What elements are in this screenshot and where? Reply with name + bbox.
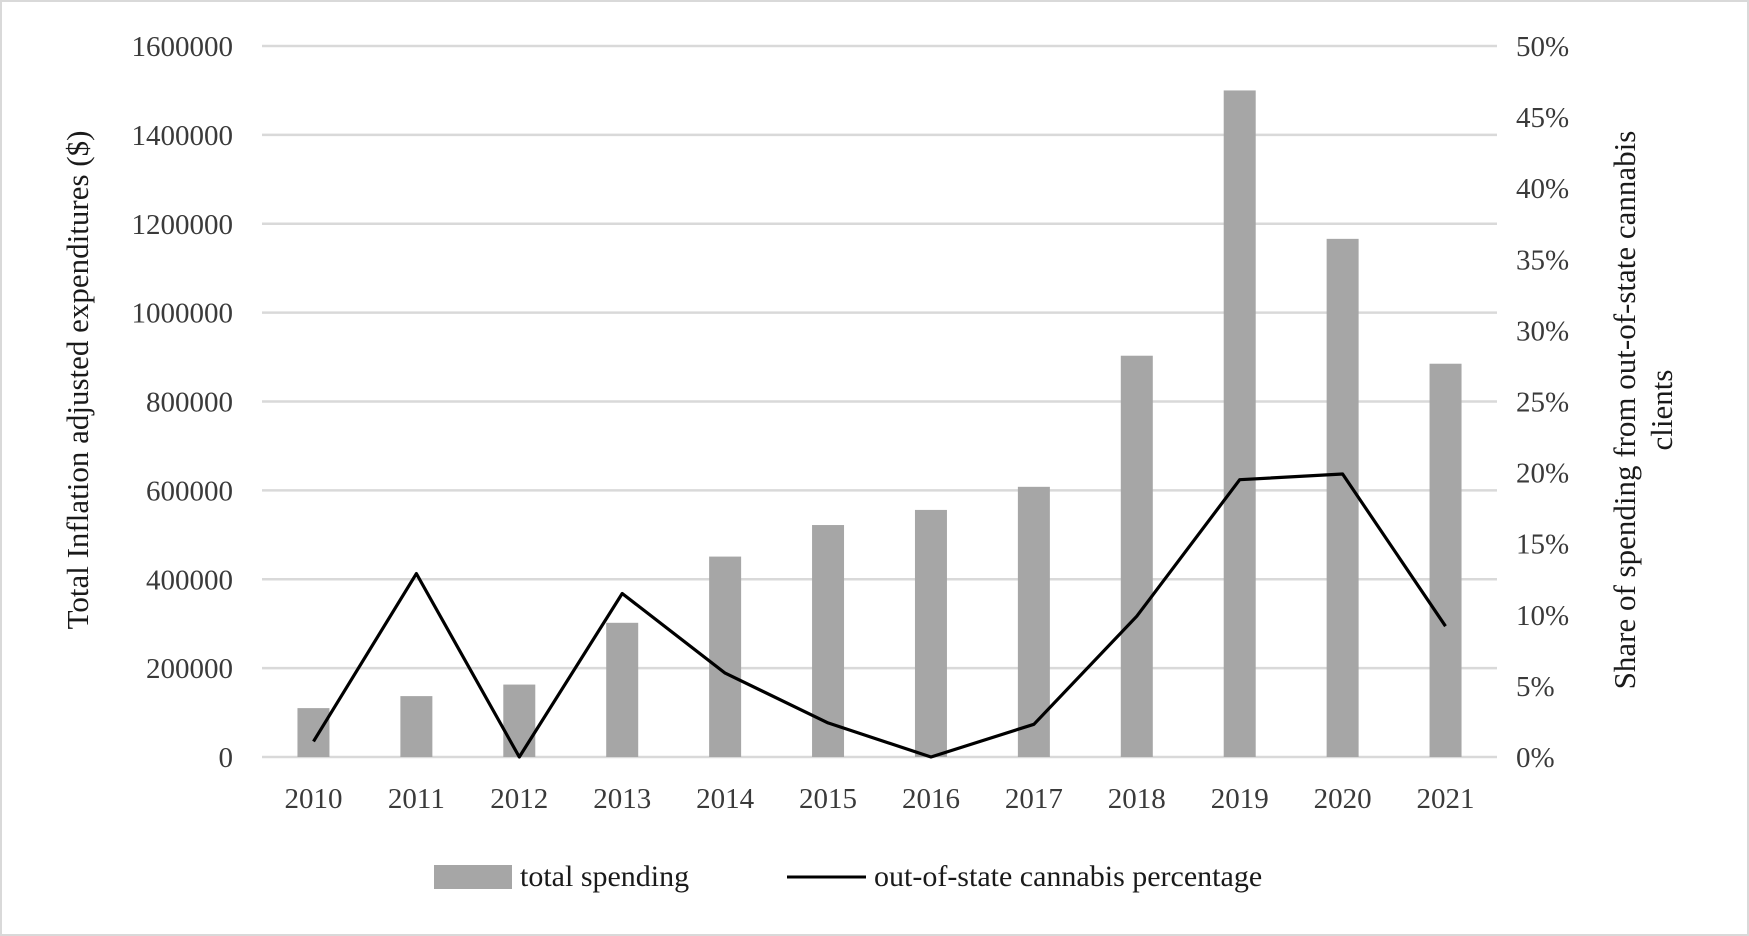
- left-tick-label: 200000: [146, 653, 233, 685]
- right-tick-label: 10%: [1516, 600, 1569, 632]
- right-tick-label: 20%: [1516, 458, 1569, 490]
- left-tick-label: 400000: [146, 564, 233, 596]
- left-tick-label: 1600000: [132, 31, 234, 63]
- line-series: [312, 472, 1447, 759]
- x-tick-label: 2021: [1417, 783, 1475, 815]
- left-tick-label: 600000: [146, 475, 233, 507]
- x-tick-label: 2010: [284, 783, 342, 815]
- left-tick-label: 800000: [146, 387, 233, 419]
- right-tick-label: 30%: [1516, 315, 1569, 347]
- right-axis-title-line2: clients: [1644, 370, 1679, 451]
- bar-2019: [1223, 90, 1256, 757]
- right-axis-ticks: 0% 5% 10% 15% 20% 25% 30% 35% 40% 45% 50%: [1516, 31, 1569, 774]
- right-tick-label: 45%: [1516, 102, 1569, 134]
- bar-2010: [297, 708, 330, 757]
- bar-2020: [1326, 238, 1359, 757]
- right-tick-label: 15%: [1516, 529, 1569, 561]
- x-tick-label: 2020: [1314, 783, 1372, 815]
- left-axis-title: Total Inflation adjusted expenditures ($…: [60, 131, 95, 630]
- right-tick-label: 35%: [1516, 244, 1569, 276]
- left-tick-label: 1200000: [132, 209, 234, 241]
- left-tick-label: 0: [219, 742, 234, 774]
- bar-2012: [503, 684, 536, 757]
- right-tick-label: 25%: [1516, 387, 1569, 419]
- x-tick-label: 2019: [1211, 783, 1269, 815]
- bar-series: [297, 90, 1462, 757]
- x-tick-label: 2013: [593, 783, 651, 815]
- line-path: [312, 472, 1447, 759]
- left-tick-label: 1000000: [132, 298, 234, 330]
- right-tick-label: 0%: [1516, 742, 1555, 774]
- left-axis-ticks: 0 200000 400000 600000 800000 1000000 1200000 1…: [132, 31, 234, 774]
- bar-2017: [1017, 486, 1050, 757]
- bar-2021: [1429, 363, 1462, 757]
- right-tick-label: 40%: [1516, 173, 1569, 205]
- x-tick-label: 2014: [696, 783, 755, 815]
- legend-bar-label: total spending: [520, 860, 689, 893]
- bar-2014: [709, 556, 742, 757]
- bar-2018: [1120, 355, 1153, 757]
- legend-bar-swatch: [434, 865, 512, 889]
- x-tick-label: 2015: [799, 783, 857, 815]
- left-tick-label: 1400000: [132, 120, 234, 152]
- legend-line-label: out-of-state cannabis percentage: [874, 860, 1262, 893]
- bar-2016: [914, 509, 947, 757]
- x-tick-label: 2012: [490, 783, 548, 815]
- x-tick-label: 2017: [1005, 783, 1063, 815]
- bar-2013: [606, 622, 639, 757]
- bar-2011: [400, 696, 433, 757]
- x-tick-label: 2016: [902, 783, 960, 815]
- right-tick-label: 50%: [1516, 31, 1569, 63]
- legend: total spending out-of-state cannabis per…: [434, 860, 1262, 893]
- x-axis-ticks: 2010 2011 2012 2013 2014 2015 2016 2017 2018 2019…: [284, 783, 1474, 815]
- x-tick-label: 2011: [388, 783, 445, 815]
- right-axis-title-line1: Share of spending from out-of-state cann…: [1607, 131, 1642, 690]
- x-tick-label: 2018: [1108, 783, 1166, 815]
- right-tick-label: 5%: [1516, 671, 1555, 703]
- gridlines: [262, 44, 1497, 759]
